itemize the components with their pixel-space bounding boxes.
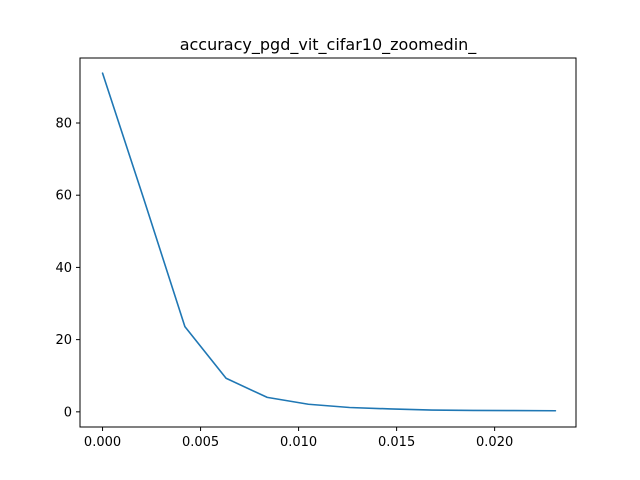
x-tick-label: 0.005	[182, 435, 219, 450]
y-tick-label: 40	[55, 261, 72, 276]
x-tick-label: 0.010	[280, 435, 317, 450]
y-tick-label: 0	[64, 405, 72, 420]
series-layer	[101, 72, 557, 412]
series-line-0	[101, 72, 557, 412]
x-axis-ticks: 0.000 0.005 0.010 0.015 0.020	[84, 427, 513, 450]
y-tick-label: 80	[55, 116, 72, 131]
y-tick-label: 60	[55, 189, 72, 204]
x-tick-label: 0.000	[84, 435, 121, 450]
chart-title: accuracy_pgd_vit_cifar10_zoomedin_	[180, 35, 478, 55]
y-axis-ticks: 0 20 40 60 80	[55, 116, 80, 420]
x-tick-label: 0.015	[378, 435, 415, 450]
x-tick-label: 0.020	[476, 435, 513, 450]
y-tick-label: 20	[55, 333, 72, 348]
plot-area-frame	[79, 57, 577, 428]
